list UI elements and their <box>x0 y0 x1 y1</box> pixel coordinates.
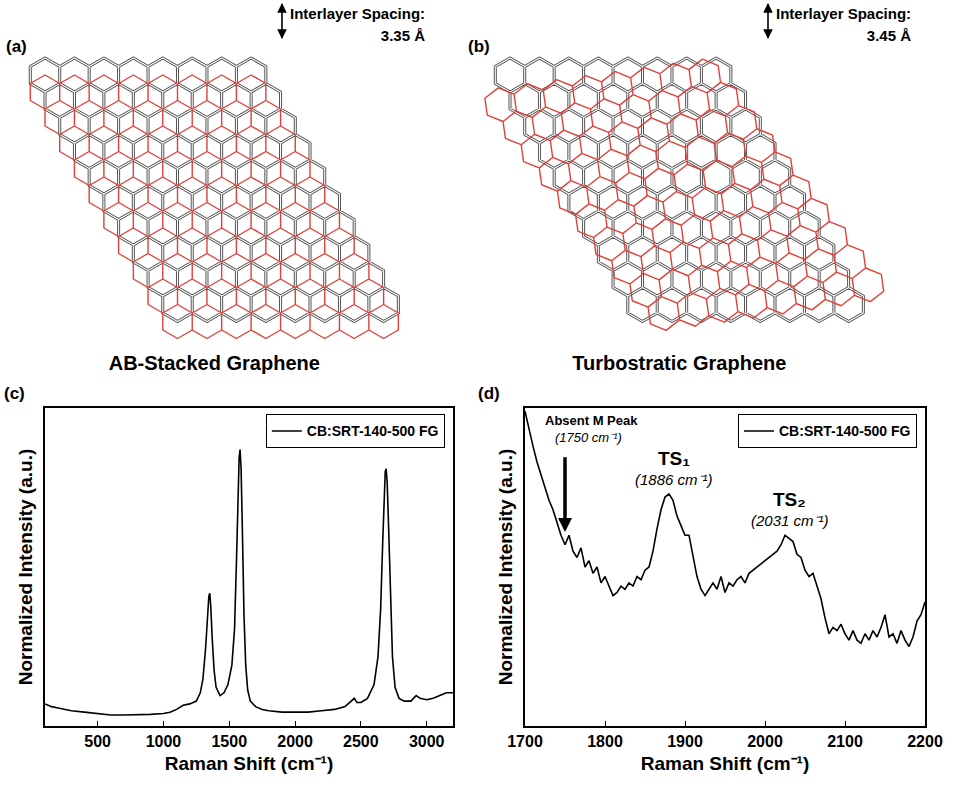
html-text:(c): (c) <box>4 384 25 403</box>
svg-text:1500: 1500 <box>211 733 247 750</box>
svg-text:2500: 2500 <box>343 733 379 750</box>
svg-text:Raman Shift (cm⁻¹): Raman Shift (cm⁻¹) <box>165 753 334 774</box>
svg-text:1000: 1000 <box>146 733 182 750</box>
svg-text:2000: 2000 <box>747 733 783 750</box>
svg-text:(b): (b) <box>468 37 490 56</box>
svg-text:(1750 cm⁻¹): (1750 cm⁻¹) <box>555 430 622 445</box>
svg-text:CB:SRT-140-500 FG: CB:SRT-140-500 FG <box>307 423 439 439</box>
html-text:(d): (d) <box>478 384 500 403</box>
svg-text:(2031 cm⁻¹): (2031 cm⁻¹) <box>751 512 829 529</box>
svg-text:(a): (a) <box>6 37 27 56</box>
svg-text:2200: 2200 <box>907 733 943 750</box>
svg-text:AB-Stacked Graphene: AB-Stacked Graphene <box>109 352 320 374</box>
svg-text:3000: 3000 <box>409 733 445 750</box>
svg-text:3.35 Å: 3.35 Å <box>381 27 425 44</box>
svg-text:2000: 2000 <box>277 733 313 750</box>
svg-text:Absent M Peak: Absent M Peak <box>545 413 638 428</box>
svg-text:Normalized Intensity (a.u.): Normalized Intensity (a.u.) <box>495 449 516 685</box>
svg-text:1900: 1900 <box>667 733 703 750</box>
svg-text:(1886 cm⁻¹): (1886 cm⁻¹) <box>635 471 713 488</box>
svg-text:500: 500 <box>84 733 111 750</box>
svg-text:Interlayer Spacing:: Interlayer Spacing: <box>290 5 425 22</box>
svg-text:TS₁: TS₁ <box>658 448 690 469</box>
svg-text:2100: 2100 <box>827 733 863 750</box>
svg-text:Interlayer Spacing:: Interlayer Spacing: <box>776 5 911 22</box>
svg-text:1800: 1800 <box>587 733 623 750</box>
svg-text:1700: 1700 <box>507 733 543 750</box>
svg-text:TS₂: TS₂ <box>773 489 806 510</box>
svg-text:Normalized Intensity (a.u.): Normalized Intensity (a.u.) <box>15 449 36 685</box>
svg-text:3.45 Å: 3.45 Å <box>867 27 911 44</box>
svg-text:Turbostratic Graphene: Turbostratic Graphene <box>572 352 786 374</box>
svg-text:CB:SRT-140-500 FG: CB:SRT-140-500 FG <box>779 423 911 439</box>
svg-text:Raman Shift (cm⁻¹): Raman Shift (cm⁻¹) <box>641 753 810 774</box>
